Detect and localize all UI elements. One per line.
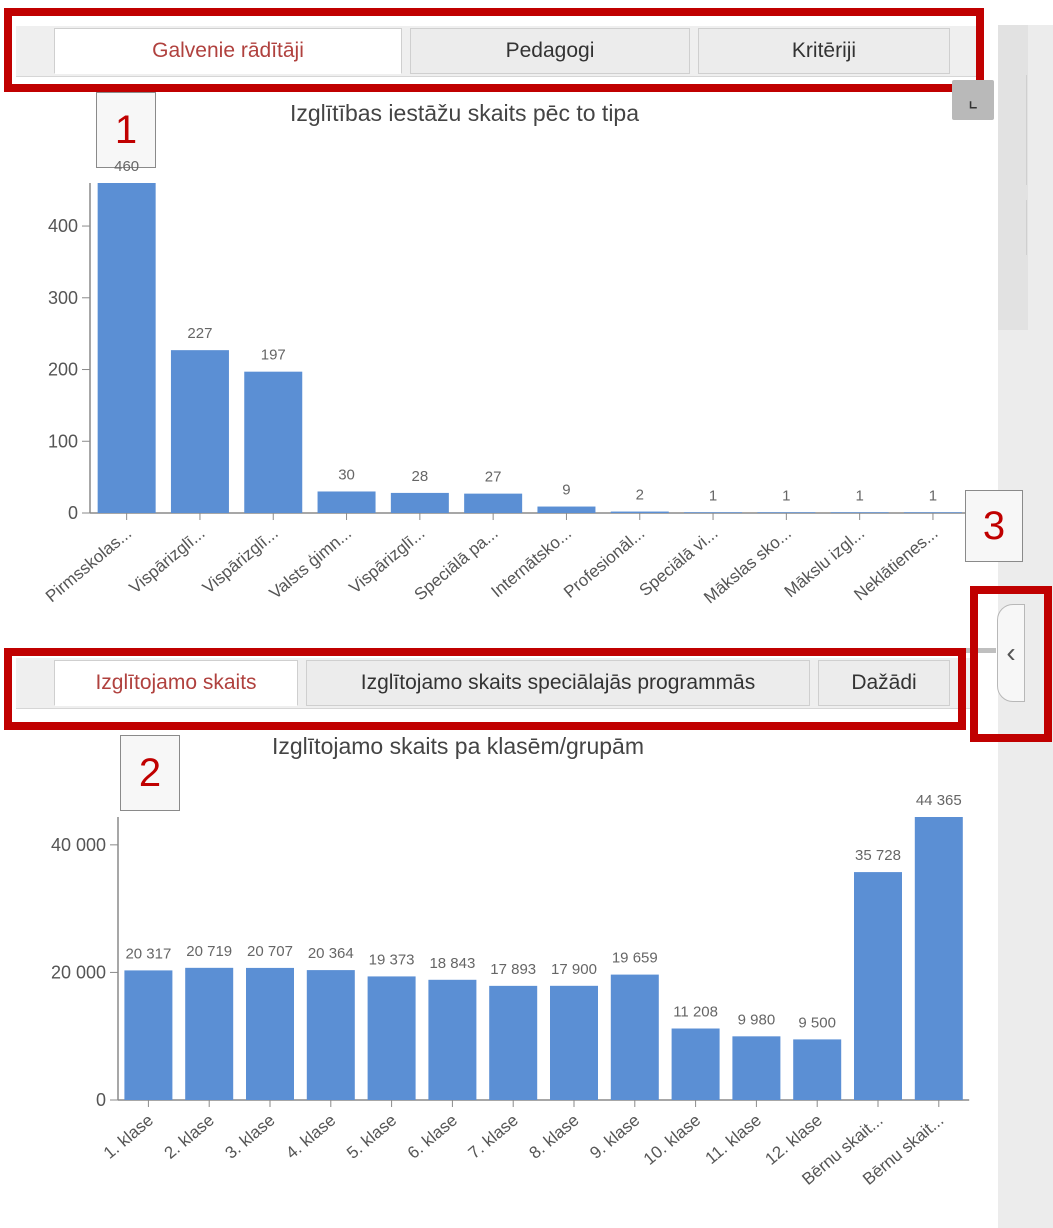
- bar: [246, 967, 294, 1100]
- panel-divider[interactable]: [16, 648, 996, 653]
- x-tick-label: Profesionāl...: [560, 524, 648, 602]
- side-panel-divider: [1026, 200, 1031, 255]
- bar: [489, 985, 538, 1100]
- data-label: 11 208: [673, 1004, 718, 1021]
- x-tick-label: 3. klase: [221, 1111, 278, 1163]
- y-tick-label: 20 000: [51, 962, 106, 982]
- bar: [550, 985, 598, 1100]
- bar: [185, 967, 234, 1100]
- data-label: 1: [782, 487, 790, 504]
- data-label: 30: [338, 466, 355, 483]
- side-panel-inner: [998, 25, 1028, 330]
- y-tick-label: 0: [68, 503, 78, 523]
- x-tick-label: Pirmsskolas...: [42, 524, 135, 607]
- tab-dazadi[interactable]: Dažādi: [818, 660, 950, 706]
- chart-title-students: Izglītojamo skaits pa klasēm/grupām: [272, 733, 644, 759]
- x-tick-label: 6. klase: [404, 1111, 461, 1163]
- x-tick-label: 2. klase: [161, 1111, 218, 1163]
- bar: [367, 976, 416, 1100]
- bar: [464, 493, 523, 513]
- data-label: 1: [709, 487, 717, 504]
- bar: [610, 974, 659, 1100]
- institutions-bar-chart: 0100200300400460Pirmsskolas...227Vispāri…: [42, 158, 970, 607]
- annotation-badge-3: 3: [965, 490, 1023, 562]
- bar: [830, 512, 889, 513]
- collapse-panel-button[interactable]: ‹: [997, 604, 1025, 702]
- y-tick-label: 400: [48, 216, 78, 236]
- bar: [170, 350, 229, 513]
- tab-specialas-programmas[interactable]: Izglītojamo skaits speciālajās programmā…: [306, 660, 810, 706]
- x-tick-label: 5. klase: [343, 1111, 400, 1163]
- bar: [914, 817, 963, 1100]
- data-label: 35 728: [855, 847, 901, 864]
- bar: [428, 979, 477, 1100]
- x-tick-label: 1. klase: [100, 1111, 157, 1163]
- data-label: 1: [855, 487, 863, 504]
- x-tick-label: 11. klase: [702, 1111, 765, 1168]
- data-label: 17 893: [490, 961, 536, 978]
- bar: [244, 371, 303, 513]
- tab-pedagogi[interactable]: Pedagogi: [410, 28, 690, 74]
- x-tick-label: 10. klase: [640, 1111, 704, 1169]
- data-label: 18 843: [429, 955, 475, 972]
- top-tabbar: Galvenie rādītāji Pedagogi Kritēriji: [16, 26, 976, 77]
- bar: [757, 512, 816, 513]
- bar: [732, 1036, 781, 1100]
- bar: [793, 1039, 842, 1100]
- tab-kriteriji[interactable]: Kritēriji: [698, 28, 950, 74]
- x-tick-label: 9. klase: [586, 1111, 643, 1163]
- annotation-badge-1: 1: [96, 92, 156, 168]
- bar: [854, 872, 902, 1100]
- chevron-left-icon: ‹: [1006, 637, 1016, 668]
- data-label: 197: [261, 347, 286, 364]
- y-tick-label: 100: [48, 431, 78, 451]
- data-label: 17 900: [551, 961, 597, 978]
- bar: [317, 491, 376, 513]
- data-label: 19 373: [369, 951, 415, 968]
- x-tick-label: Vispārizglī...: [126, 524, 209, 598]
- data-label: 20 364: [308, 945, 354, 962]
- data-label: 460: [114, 158, 139, 175]
- data-label: 9 980: [738, 1011, 776, 1028]
- data-label: 1: [929, 487, 937, 504]
- y-tick-label: 300: [48, 288, 78, 308]
- students-bar-chart: 0 20 000 40 000 20 317 1. klase 20 719 2. klas…: [51, 792, 970, 1189]
- tab-izglitojamo-skaits[interactable]: Izglītojamo skaits: [54, 660, 298, 706]
- y-tick-label: 200: [48, 360, 78, 380]
- x-tick-label: 4. klase: [282, 1111, 339, 1163]
- bar: [97, 183, 156, 513]
- chart-title-institutions: Izglītības iestāžu skaits pēc to tipa: [290, 100, 640, 126]
- tab-galvenie-raditaji[interactable]: Galvenie rādītāji: [54, 28, 402, 74]
- bar: [671, 1028, 720, 1100]
- side-panel-divider: [1026, 75, 1031, 185]
- data-label: 27: [485, 469, 502, 486]
- data-label: 20 317: [125, 945, 171, 962]
- data-label: 227: [187, 325, 212, 342]
- data-label: 28: [412, 468, 429, 485]
- expand-corner-icon[interactable]: ⌞: [952, 80, 994, 120]
- x-tick-label: 8. klase: [525, 1111, 582, 1163]
- bar: [306, 970, 355, 1100]
- bar: [537, 506, 596, 513]
- data-label: 20 707: [247, 943, 293, 960]
- bar: [903, 512, 962, 513]
- y-tick-label: 40 000: [51, 835, 106, 855]
- data-label: 2: [636, 487, 644, 504]
- bottom-tabbar: Izglītojamo skaits Izglītojamo skaits sp…: [16, 658, 976, 709]
- bar: [610, 511, 669, 513]
- bar: [124, 970, 173, 1100]
- data-label: 9 500: [798, 1014, 836, 1031]
- data-label: 20 719: [186, 943, 232, 960]
- data-label: 44 365: [916, 792, 962, 809]
- bar: [390, 492, 449, 513]
- annotation-badge-2: 2: [120, 735, 180, 811]
- bar: [684, 512, 743, 513]
- data-label: 9: [562, 482, 570, 499]
- x-tick-label: 7. klase: [465, 1111, 522, 1163]
- y-tick-label: 0: [96, 1090, 106, 1110]
- data-label: 19 659: [612, 950, 658, 967]
